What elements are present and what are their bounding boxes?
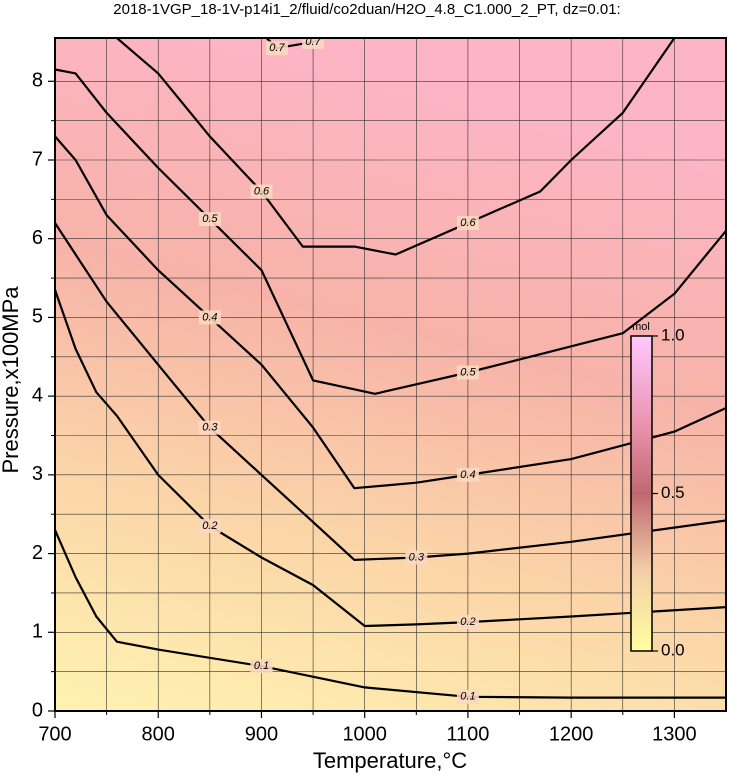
contour-label: 0.4 [202, 311, 217, 323]
y-tick-label: 7 [32, 148, 43, 170]
contour-label-box [456, 467, 479, 482]
contour-label-box [198, 420, 221, 435]
y-tick-label: 5 [32, 306, 43, 328]
y-tick-label: 4 [32, 384, 43, 406]
contour-line [55, 68, 726, 395]
x-axis-label: Temperature,°C [313, 748, 467, 773]
x-tick-label: 1000 [342, 723, 387, 745]
x-tick-label: 1100 [446, 723, 489, 745]
y-axis-label: Pressure,x100MPa [0, 286, 23, 474]
contour-label: 0.7 [305, 36, 321, 48]
contour-line [55, 222, 726, 561]
colorbar-tick-label: 1.0 [661, 325, 685, 344]
contour-label: 0.6 [460, 217, 476, 229]
x-tick-label: 800 [142, 723, 175, 745]
colorbar-unit: mol [632, 321, 650, 333]
x-tick-label: 1200 [549, 723, 594, 745]
y-tick-label: 3 [32, 463, 43, 485]
contour-label: 0.1 [254, 660, 269, 672]
colorbar-tick-label: 0.5 [661, 483, 685, 502]
contour-label-box [456, 365, 479, 380]
contour-label-box [198, 310, 221, 325]
contour-label-box [456, 615, 479, 630]
grid [55, 38, 726, 711]
contour-label: 0.4 [460, 469, 475, 481]
contour-label: 0.7 [269, 42, 285, 54]
y-tick-label: 1 [32, 621, 43, 643]
contour-label-box [456, 689, 479, 704]
contour-line [116, 38, 676, 256]
contour-label: 0.3 [202, 422, 218, 434]
contour-label: 0.5 [202, 213, 218, 225]
contour-label-box [198, 212, 221, 227]
chart-title: 2018-1VGP_18-1V-p14i1_2/fluid/co2duan/H2… [113, 1, 620, 18]
contour-line [55, 135, 726, 490]
contour-label-box [405, 550, 428, 565]
y-tick-label: 8 [32, 70, 43, 92]
contour-label-box [265, 41, 288, 56]
contours: 0.1 0.1 0.2 0.2 0.3 0.3 0.4 0.4 0.5 0.5 0.6 0.6 0.7 0… [55, 36, 726, 704]
y-tick-label: 0 [32, 699, 43, 721]
colorbar [630, 335, 653, 652]
contour-label: 0.5 [460, 366, 476, 378]
x-tick-label: 700 [38, 723, 71, 745]
contour-label: 0.3 [409, 551, 425, 563]
plot-background [55, 38, 726, 711]
y-tick-label: 2 [32, 542, 43, 564]
colorbar-axis: 0.0 0.5 1.0 [652, 325, 685, 659]
y-tick-label: 6 [32, 227, 43, 249]
contour-label: 0.2 [202, 520, 217, 532]
contour-label-box [456, 215, 479, 230]
axes: 700 800 900 1000 1100 1200 1300 0 1 2 3 4 5 6 7 8 [32, 70, 697, 746]
contour-label-box [250, 659, 273, 674]
contour-label: 0.6 [254, 185, 270, 197]
contour-label-box [250, 184, 273, 199]
contour-label-box [198, 519, 221, 534]
x-tick-label: 1300 [652, 723, 697, 745]
contour-label: 0.2 [460, 616, 475, 628]
colorbar-tick-label: 0.0 [661, 640, 685, 659]
contour-label: 0.1 [460, 691, 475, 703]
plot-frame [54, 37, 727, 712]
contour-line [55, 529, 726, 699]
x-tick-label: 900 [245, 723, 278, 745]
contour-label-box [302, 38, 325, 49]
